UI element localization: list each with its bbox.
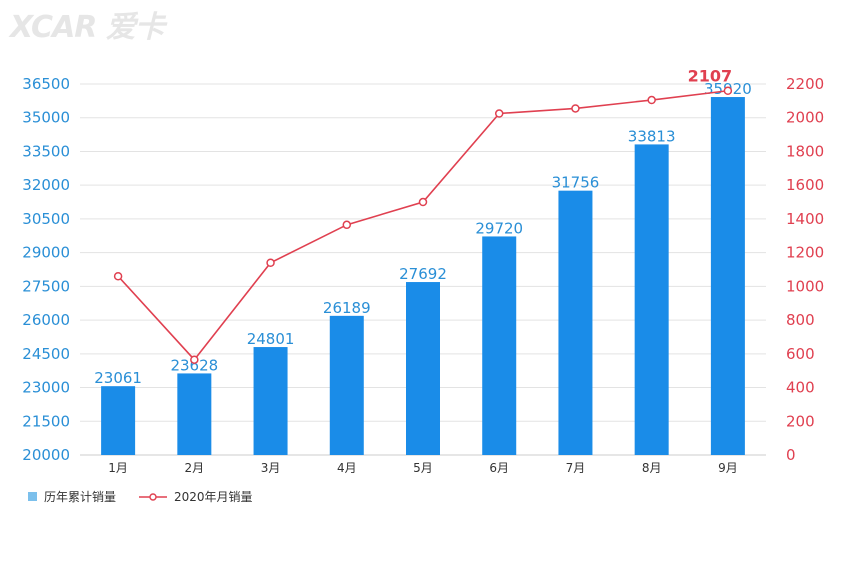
- line-point: [571, 104, 580, 113]
- left-tick-label: 23000: [22, 379, 70, 397]
- left-tick-label: 35000: [22, 109, 70, 127]
- bar: [253, 347, 288, 455]
- right-tick-label: 1400: [786, 210, 824, 228]
- bar-value-label: 27692: [399, 265, 447, 283]
- right-tick-label: 2000: [786, 109, 824, 127]
- bar: [406, 282, 440, 455]
- bar-value-label: 26189: [323, 299, 371, 317]
- right-tick-label: 1000: [786, 277, 824, 295]
- left-tick-label: 20000: [22, 446, 70, 464]
- x-tick-label: 7月: [566, 461, 586, 475]
- bar-value-label: 31756: [552, 174, 600, 192]
- line-point: [723, 86, 733, 95]
- line-point: [342, 220, 352, 230]
- bar: [482, 236, 517, 455]
- watermark-logo: XCAR 爱卡: [10, 10, 165, 45]
- legend-bar-label: 历年累计销量: [44, 490, 116, 504]
- x-tick-label: 4月: [337, 461, 357, 475]
- left-tick-label: 24500: [22, 345, 70, 363]
- x-tick-label: 1月: [108, 461, 128, 475]
- bar: [634, 144, 669, 455]
- right-tick-label: 200: [786, 412, 815, 430]
- bar-value-label: 24801: [247, 330, 295, 348]
- x-tick-label: 2月: [185, 461, 205, 475]
- bar: [177, 373, 212, 455]
- left-tick-label: 30500: [22, 210, 70, 228]
- line-point: [190, 355, 199, 364]
- right-tick-label: 1800: [786, 142, 824, 160]
- x-tick-label: 5月: [413, 461, 433, 475]
- legend-line-marker: [149, 493, 157, 501]
- bar: [329, 315, 364, 455]
- right-tick-label: 0: [786, 446, 796, 464]
- bar: [101, 386, 136, 455]
- left-tick-label: 27500: [22, 277, 70, 295]
- bar-value-label: 33813: [628, 127, 676, 145]
- right-tick-label: 1600: [786, 176, 824, 194]
- x-tick-label: 3月: [261, 461, 281, 475]
- right-tick-label: 1200: [786, 244, 824, 262]
- left-tick-label: 32000: [22, 176, 70, 194]
- bar-value-label: 29720: [475, 219, 523, 237]
- left-tick-label: 36500: [22, 75, 70, 93]
- line-point: [113, 271, 123, 281]
- x-tick-label: 6月: [489, 461, 509, 475]
- bar: [558, 190, 593, 455]
- legend-line-label: 2020年月销量: [174, 490, 253, 504]
- left-tick-label: 33500: [22, 142, 70, 160]
- right-tick-label: 2200: [786, 75, 824, 93]
- bar-value-label: 23628: [170, 356, 218, 374]
- line-point: [418, 197, 428, 207]
- bar: [710, 97, 745, 456]
- right-tick-label: 600: [786, 345, 815, 363]
- line-point: [494, 109, 504, 118]
- left-tick-label: 21500: [22, 412, 70, 430]
- line-point: [647, 95, 656, 105]
- left-tick-label: 26000: [22, 311, 70, 329]
- legend-bar-swatch: [28, 492, 37, 501]
- peak-annotation: 2107: [688, 67, 733, 86]
- x-tick-label: 9月: [718, 461, 738, 475]
- bar-value-label: 23061: [94, 369, 142, 387]
- right-tick-label: 800: [786, 311, 815, 329]
- x-tick-label: 8月: [642, 461, 662, 475]
- left-tick-label: 29000: [22, 244, 70, 262]
- right-tick-label: 400: [786, 379, 815, 397]
- line-point: [266, 258, 275, 268]
